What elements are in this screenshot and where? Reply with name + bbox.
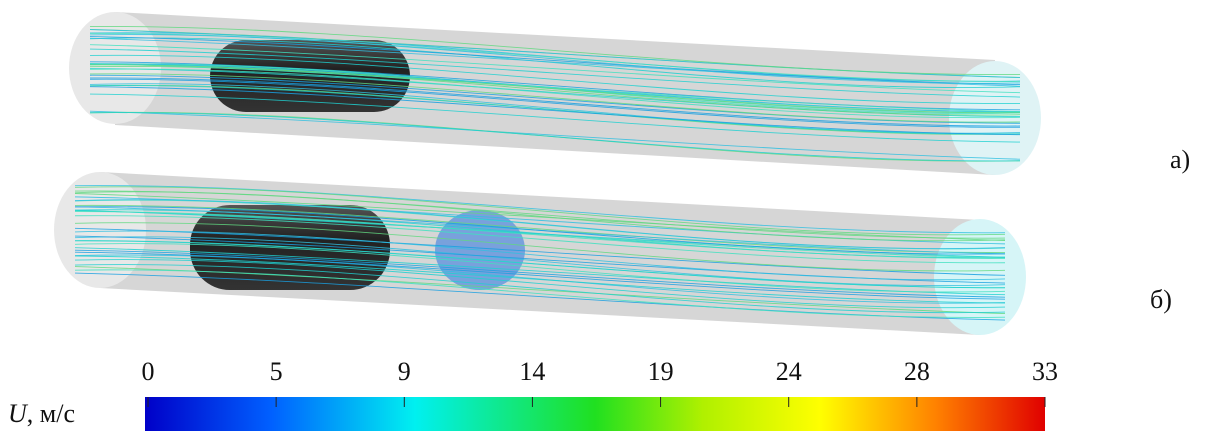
tube-b [54,172,1026,335]
panel-label: б) [1150,285,1172,314]
tick-label: 28 [904,357,930,386]
tick-label: 24 [776,357,802,386]
tick-label: 14 [519,357,545,386]
tick-label: 0 [142,357,155,386]
panel-label: а) [1170,145,1190,174]
tick-label: 5 [270,357,283,386]
figure: а) б) U, м/с 0 5 9 14 19 24 28 33 [0,0,1217,432]
tick-label: 9 [398,357,411,386]
colorbar-label: U, м/с [8,399,75,428]
tick-label: 33 [1032,357,1058,386]
colorbar [145,397,1045,431]
tube-a [69,12,1041,175]
tick-label: 19 [648,357,674,386]
colorbar-unit: , м/с [27,399,75,428]
